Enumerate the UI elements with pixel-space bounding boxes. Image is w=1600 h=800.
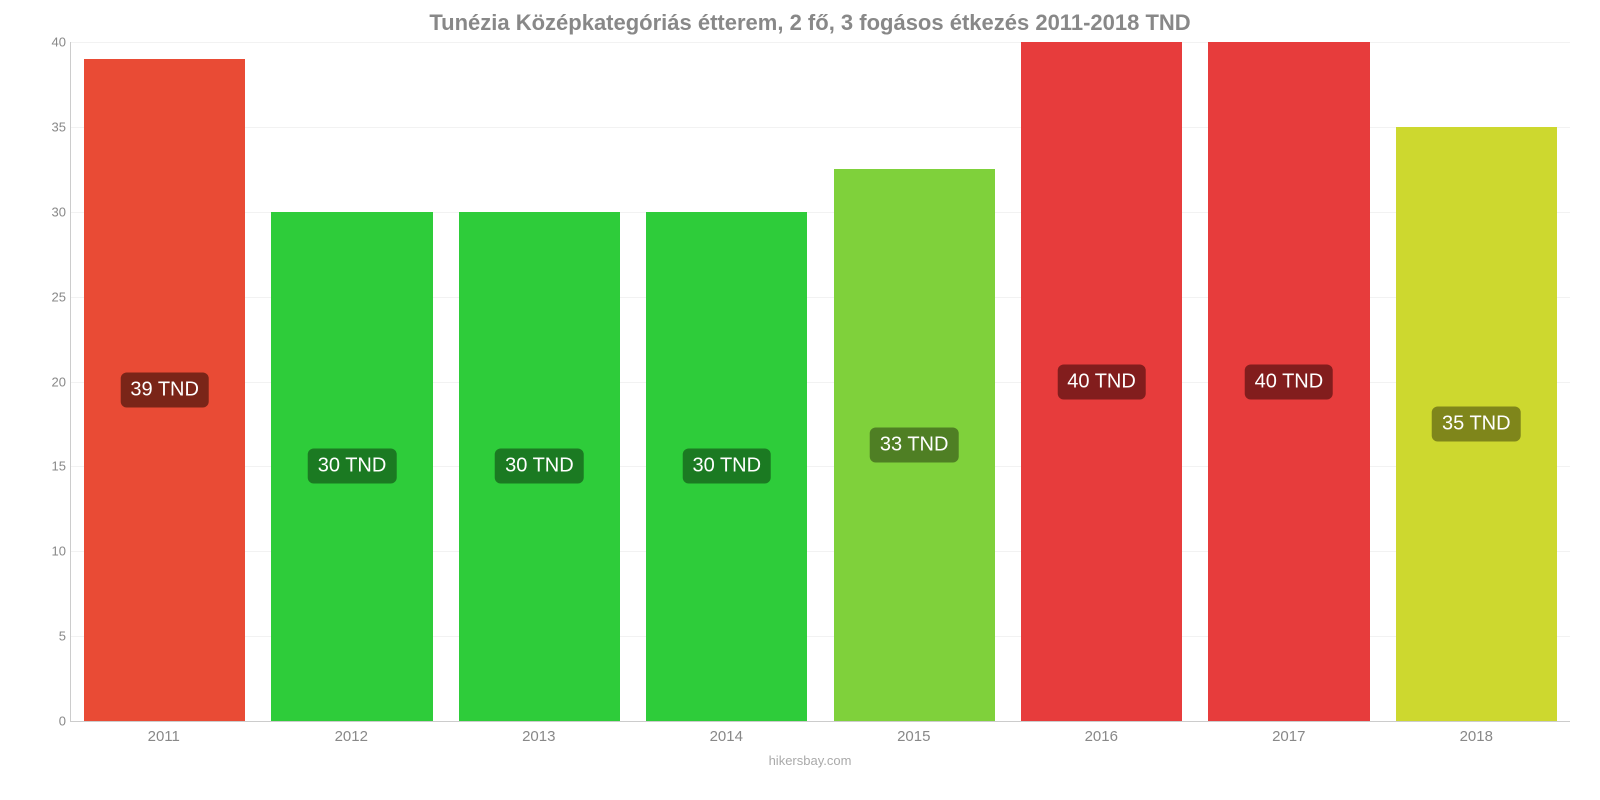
x-label: 2018 (1383, 728, 1571, 745)
chart-title: Tunézia Középkategóriás étterem, 2 fő, 3… (50, 10, 1570, 36)
ytick-label: 15 (52, 459, 66, 474)
ytick-label: 25 (52, 289, 66, 304)
bar: 30 TND (646, 212, 807, 721)
value-badge: 35 TND (1432, 406, 1521, 441)
bar: 40 TND (1208, 42, 1369, 721)
value-badge: 40 TND (1057, 364, 1146, 399)
bar-slot: 40 TND (1195, 42, 1382, 721)
x-label: 2012 (258, 728, 446, 745)
bar-slot: 39 TND (71, 42, 258, 721)
ytick-label: 30 (52, 204, 66, 219)
plot-area: 0510152025303540 39 TND30 TND30 TND30 TN… (70, 42, 1570, 722)
bar-slot: 30 TND (446, 42, 633, 721)
value-badge: 30 TND (683, 449, 772, 484)
x-label: 2016 (1008, 728, 1196, 745)
chart-footer: hikersbay.com (50, 753, 1570, 768)
x-label: 2014 (633, 728, 821, 745)
bar: 35 TND (1396, 127, 1557, 721)
x-label: 2017 (1195, 728, 1383, 745)
bar: 39 TND (84, 59, 245, 721)
ytick-label: 10 (52, 544, 66, 559)
bar-slot: 35 TND (1383, 42, 1570, 721)
bar: 30 TND (271, 212, 432, 721)
x-label: 2015 (820, 728, 1008, 745)
bar-slot: 33 TND (821, 42, 1008, 721)
value-badge: 40 TND (1245, 364, 1334, 399)
value-badge: 33 TND (870, 428, 959, 463)
ytick-labels: 0510152025303540 (36, 42, 66, 721)
bar: 30 TND (459, 212, 620, 721)
bars-group: 39 TND 30 TND 30 TND 30 TND 33 TND 40 TND 40 T… (71, 42, 1570, 721)
ytick-label: 5 (59, 629, 66, 644)
value-badge: 39 TND (120, 372, 209, 407)
x-label: 2011 (70, 728, 258, 745)
ytick-label: 20 (52, 374, 66, 389)
ytick-label: 35 (52, 119, 66, 134)
bar-slot: 30 TND (258, 42, 445, 721)
value-badge: 30 TND (495, 449, 584, 484)
ytick-label: 0 (59, 714, 66, 729)
x-label: 2013 (445, 728, 633, 745)
chart-container: Tunézia Középkategóriás étterem, 2 fő, 3… (0, 0, 1600, 800)
bar: 40 TND (1021, 42, 1182, 721)
ytick-label: 40 (52, 35, 66, 50)
bar: 33 TND (834, 169, 995, 721)
x-axis: 20112012201320142015201620172018 (70, 728, 1570, 745)
value-badge: 30 TND (308, 449, 397, 484)
bar-slot: 40 TND (1008, 42, 1195, 721)
bar-slot: 30 TND (633, 42, 820, 721)
